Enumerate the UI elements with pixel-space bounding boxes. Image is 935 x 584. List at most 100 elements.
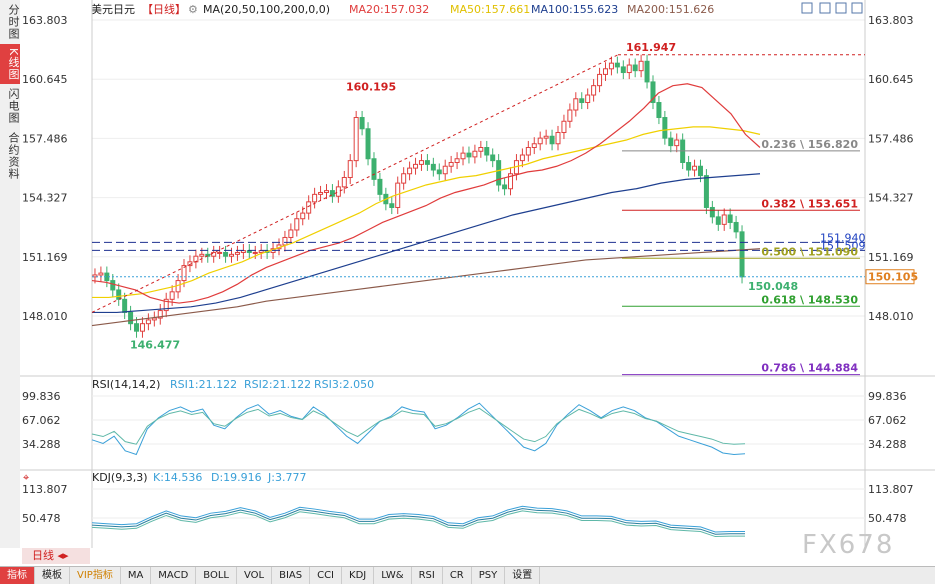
window-controls[interactable] [801,2,863,14]
ma100-value: MA100:155.623 [531,3,618,16]
candle-body [739,231,745,278]
candle-body [502,184,508,190]
candle-body [418,160,424,165]
indicator-tab-11[interactable]: RSI [412,567,443,584]
candle-body [371,158,377,180]
candle-body [585,94,591,104]
indicator-toolbar: 指标 模板 VIP指标 MA MACD BOLL VOL BIAS CCI KDJ LW& RSI CR… [0,566,935,584]
kdj-j-value: J:3.777 [267,471,306,484]
kdj-plot: 113.807 113.807 50.478 50.478 [22,483,914,538]
chart-canvas[interactable]: 美元日元 【日线】 ⚙ MA(20,50,100,200,0,0) MA20:1… [20,0,935,548]
candle-body [335,186,341,197]
rsi-tick-left: 67.062 [22,414,61,427]
candle-body [490,154,496,162]
kdj-line [91,505,745,533]
tab-flash[interactable]: 闪电图 [7,88,20,125]
tab-contract[interactable]: 合约资料 [7,132,20,181]
candle-body [359,117,365,130]
candle-body [424,160,430,165]
y-tick-left: 148.010 [22,310,68,323]
fib-label: 0.618 \ 148.530 [761,293,858,306]
candle-body [478,147,484,152]
ma20-line [91,83,761,304]
candle-body [697,165,703,177]
y-tick-left: 157.486 [22,132,68,145]
candle-body [401,173,407,184]
y-tick-right: 160.645 [868,73,914,86]
y-tick-right: 157.486 [868,132,914,145]
candle-body [656,102,662,119]
period-selector[interactable]: 日线 ◂▸ [22,548,90,564]
candle-body [282,236,288,246]
indicator-tab-3[interactable]: MA [121,567,152,584]
candle-body [692,165,698,171]
candle-body [223,251,229,257]
kdj-tick-left: 113.807 [22,483,68,496]
ma20-value: MA20:157.032 [349,3,429,16]
fib-label: 0.382 \ 153.651 [761,197,858,210]
candle-body [686,161,692,171]
level-label: 151.509 [820,239,866,252]
indicator-tab-2[interactable]: VIP指标 [70,567,121,584]
candle-body [460,152,466,160]
candle-body [306,201,312,214]
indicator-tab-6[interactable]: VOL [237,567,273,584]
indicator-tab-12[interactable]: CR [443,567,472,584]
fib-label: 0.500 \ 151.090 [761,245,858,258]
symbol-label: 美元日元 [91,3,135,16]
indicator-tab-8[interactable]: CCI [310,567,343,584]
target-icon[interactable]: ⌖ [23,471,29,484]
candle-body [715,216,721,225]
candle-body [288,229,294,238]
indicator-tab-10[interactable]: LW& [374,567,412,584]
candle-body [365,128,371,160]
candle-body [436,169,442,175]
indicator-tab-7[interactable]: BIAS [272,567,311,584]
y-tick-right: 151.169 [868,251,914,264]
candle-body [602,68,608,75]
ma100-line [92,173,761,314]
gear-icon[interactable]: ⚙ [188,3,198,16]
candle-body [638,60,644,72]
indicator-tab-9[interactable]: KDJ [342,567,375,584]
candle-body [98,272,104,276]
candle-body [561,120,567,134]
candle-body [620,66,626,74]
rsi-tick-right: 67.062 [868,414,907,427]
candle-body [472,150,478,158]
candle-body [92,274,98,278]
candle-body [187,261,193,267]
watermark: FX678 [802,530,895,560]
candle-body [454,158,460,163]
current-price-label: 150.105 [868,271,918,284]
candle-body [312,193,318,203]
rsi-tick-left: 99.836 [22,390,61,403]
rsi-label: RSI(14,14,2) [92,378,160,391]
current-price-box [865,269,915,285]
indicator-tab-14[interactable]: 设置 [505,567,541,584]
indicator-tab-5[interactable]: BOLL [196,567,237,584]
candle-body [644,60,650,83]
candle-body [252,251,258,254]
candle-body [377,178,383,195]
rsi-tick-right: 99.836 [868,390,907,403]
tab-timeshare[interactable]: 分时图 [7,4,20,40]
indicator-tab-4[interactable]: MACD [151,567,197,584]
tab-kline[interactable]: K线图 [0,44,20,85]
y-tick-right: 154.327 [868,192,914,205]
y-tick-left: 154.327 [22,192,68,205]
candle-body [674,139,680,147]
candle-body [122,298,128,313]
candle-body [650,81,656,104]
candle-body [163,298,169,312]
ma50-line [92,126,761,299]
indicator-tab-0[interactable]: 指标 [0,567,35,584]
rsi3-value: RSI3:2.050 [314,378,374,391]
candle-body [151,317,157,321]
indicator-tab-1[interactable]: 模板 [35,567,70,584]
candle-body [537,137,543,145]
candle-body [614,62,620,68]
y-tick-right: 148.010 [868,310,914,323]
indicator-tab-13[interactable]: PSY [472,567,506,584]
candle-body [484,147,490,156]
